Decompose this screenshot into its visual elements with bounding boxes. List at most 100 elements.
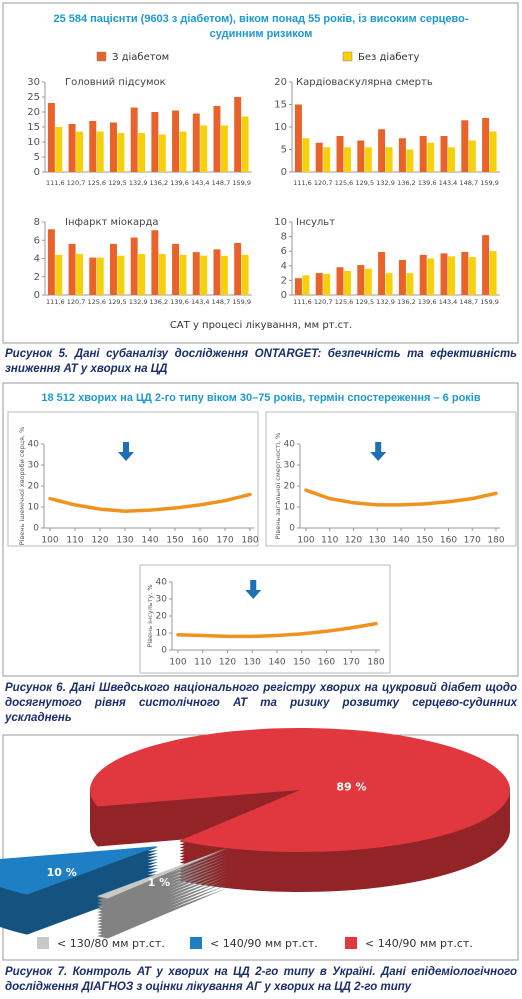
x-tick-label: 140: [268, 658, 285, 668]
y-tick-label: 10: [27, 137, 40, 148]
y-tick-label: 20: [27, 107, 40, 118]
bar: [468, 257, 476, 295]
x-tick-label: 125,6: [87, 179, 106, 187]
x-tick-label: 170: [343, 658, 360, 668]
x-tick-label: 136,2: [150, 179, 169, 187]
line: [176, 621, 378, 639]
x-tick-label: 129,5: [108, 298, 127, 306]
bar: [461, 251, 469, 295]
bar: [241, 116, 249, 172]
bar: [234, 97, 242, 172]
y-tick-label: 10: [274, 122, 287, 133]
bar: [323, 273, 331, 295]
panel-title: Інфаркт міокарда: [65, 216, 159, 228]
x-tick-label: 100: [297, 536, 314, 546]
legend-label: З діабетом: [112, 51, 169, 63]
line: [304, 488, 498, 507]
figure-frame: [2, 2, 519, 344]
bar: [241, 254, 249, 295]
y-tick-label: 20: [284, 482, 296, 492]
panel-frame: [7, 411, 259, 547]
bar: [398, 138, 406, 172]
arrow: [118, 442, 134, 461]
bar: [294, 278, 302, 295]
y-tick-label: 40: [156, 578, 168, 588]
slice: [0, 846, 159, 895]
bar: [55, 127, 63, 172]
panel-title: Інсульт: [296, 217, 335, 228]
bar: [96, 257, 104, 295]
y-axis-label: Рівень інсульту, %: [146, 584, 154, 647]
x-tick-label: 143,4: [439, 298, 458, 306]
y-tick-label: 0: [161, 646, 167, 656]
y-tick-label: 6: [281, 246, 287, 257]
y-tick-label: 0: [34, 290, 40, 301]
bar: [440, 136, 448, 172]
y-tick-label: 0: [33, 524, 39, 534]
bar: [138, 133, 146, 172]
bar: [179, 254, 187, 295]
y-tick-label: 15: [274, 100, 287, 111]
legend-swatch: [342, 51, 353, 62]
y-tick-label: 30: [28, 461, 40, 471]
x-tick-label: 130: [244, 658, 261, 668]
x-tick-label: 120,7: [314, 179, 333, 187]
x-tick-label: 125,6: [335, 179, 354, 187]
y-tick-label: 30: [27, 77, 40, 88]
x-tick-label: 132,9: [376, 298, 395, 306]
x-tick-label: 132,9: [376, 179, 395, 187]
bar: [489, 131, 497, 172]
bar: [440, 253, 448, 295]
slice: [97, 847, 229, 899]
bar: [461, 120, 469, 172]
x-tick-label: 160: [440, 536, 457, 546]
bar: [192, 113, 200, 172]
bar: [419, 136, 427, 172]
x-tick-label: 111,6: [293, 298, 312, 306]
x-tick-label: 120: [219, 658, 236, 668]
x-tick-label: 125,6: [87, 298, 106, 306]
legend-label: < 140/90 мм рт.ст.: [365, 937, 473, 950]
bar: [117, 133, 125, 172]
figure-title: 18 512 хворих на ЦД 2-го типу віком 30–7…: [41, 392, 481, 404]
bar: [158, 253, 166, 295]
legend-swatch: [37, 937, 49, 949]
y-tick-label: 4: [281, 261, 287, 272]
bar: [179, 131, 187, 172]
bar: [68, 124, 76, 172]
x-tick-label: 139,6: [170, 179, 189, 187]
x-tick-label: 159,9: [480, 179, 499, 187]
x-tick-label: 143,4: [191, 179, 210, 187]
x-tick-label: 159,9: [232, 298, 251, 306]
bar: [117, 255, 125, 295]
y-axis-label: Рівень загальної смертності, %: [274, 433, 282, 540]
x-tick-label: 130: [369, 536, 386, 546]
x-tick-label: 150: [166, 536, 183, 546]
figure-title: 25 584 пацієнти (9603 з діабетом), віком…: [53, 13, 469, 40]
x-tick-label: 132,9: [129, 298, 148, 306]
bar: [55, 254, 63, 295]
bar: [89, 257, 97, 295]
x-tick-label: 148,7: [459, 298, 478, 306]
caption: Рисунок 5. Дані субаналізу дослідження O…: [5, 348, 517, 375]
y-tick-label: 30: [284, 461, 296, 471]
x-tick-label: 150: [293, 658, 310, 668]
legend-swatch: [96, 51, 107, 62]
y-tick-label: 6: [34, 235, 40, 246]
bar: [385, 147, 393, 172]
x-tick-label: 140: [392, 536, 409, 546]
bar: [234, 242, 242, 295]
bar: [482, 118, 490, 172]
bar: [406, 273, 414, 295]
x-tick-label: 110: [66, 536, 83, 546]
slice: [89, 727, 510, 852]
bar: [357, 140, 365, 172]
bar: [192, 252, 200, 295]
y-tick-label: 0: [289, 524, 295, 534]
x-tick-label: 130: [116, 536, 133, 546]
x-tick-label: 111,6: [293, 179, 312, 187]
legend-label: < 140/90 мм рт.ст.: [210, 937, 318, 950]
x-tick-label: 120,7: [67, 179, 86, 187]
y-tick-label: 0: [281, 290, 287, 301]
y-tick-label: 5: [34, 152, 40, 163]
